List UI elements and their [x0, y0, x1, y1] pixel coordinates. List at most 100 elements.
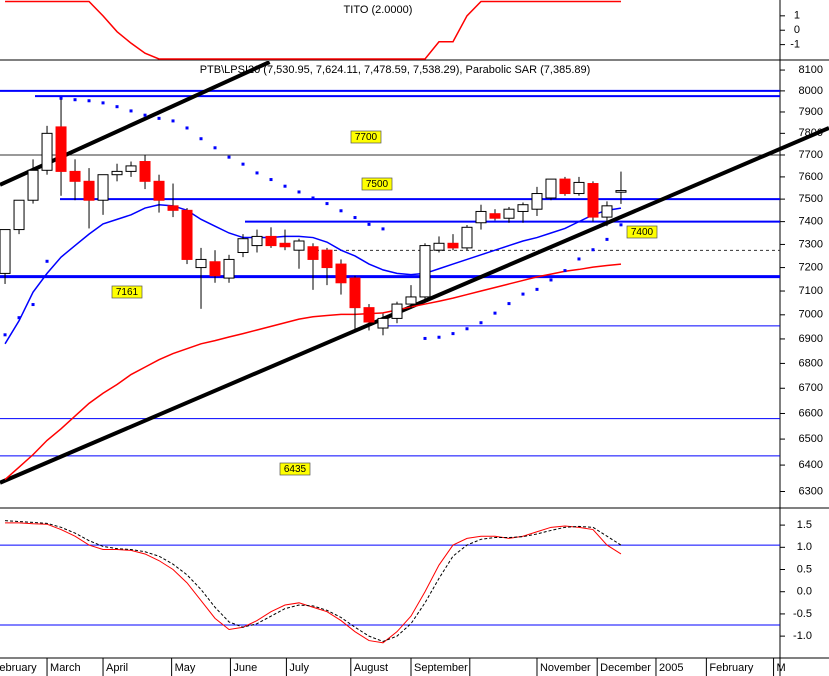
sar-dot [129, 109, 133, 113]
y-tick-label: 8000 [799, 85, 823, 97]
moving-average [4, 263, 622, 481]
oscillator-line [5, 522, 622, 644]
candle-body [55, 126, 67, 172]
sar-dot [339, 209, 343, 213]
candle-body [83, 180, 95, 201]
y-tick-label: -1.0 [793, 630, 812, 642]
x-tick-label: June [233, 662, 257, 674]
sar-dot [535, 287, 539, 291]
x-tick-label: May [175, 662, 196, 674]
candle-body [195, 258, 207, 269]
candle-body [335, 263, 347, 284]
candle-body [153, 180, 165, 201]
x-tick-label: M [777, 662, 786, 674]
annotation-label: 7400 [631, 227, 654, 238]
candle-body [307, 246, 319, 260]
candle-body [601, 205, 613, 218]
sar-dot [269, 178, 273, 182]
x-tick-label: April [106, 662, 128, 674]
moving-average [4, 203, 622, 345]
y-tick-label: 7100 [799, 285, 823, 297]
candle-body [503, 208, 515, 219]
sar-dot [185, 126, 189, 130]
y-tick-label: 7500 [799, 193, 823, 205]
candle-body [517, 204, 529, 212]
y-tick-label: 7300 [799, 238, 823, 250]
sar-dot [157, 116, 161, 120]
sar-dot [297, 190, 301, 194]
candle-body [97, 174, 109, 201]
y-tick-label: 8100 [799, 64, 823, 76]
candle-body [223, 258, 235, 279]
y-tick-label: 6300 [799, 485, 823, 497]
y-tick-label: 6600 [799, 407, 823, 419]
candle-body [489, 213, 501, 219]
y-tick-label: 6400 [799, 459, 823, 471]
sar-dot [283, 184, 287, 188]
y-tick-label: 7000 [799, 309, 823, 321]
sar-dot [241, 162, 245, 166]
annotation-label: 7500 [366, 179, 389, 190]
x-tick-label: March [50, 662, 81, 674]
sar-dot [451, 332, 455, 336]
y-tick-label: 7700 [799, 149, 823, 161]
candle-body [377, 317, 389, 329]
sar-dot [577, 257, 581, 261]
sar-dot [143, 113, 147, 117]
sar-dot [507, 302, 511, 306]
candle-body [433, 242, 445, 251]
candle-body [419, 245, 431, 298]
candle-body [321, 249, 333, 269]
candle-body [363, 307, 375, 323]
candle-body [391, 303, 403, 319]
oscillator-line [5, 520, 622, 642]
y-tick-label: 1.5 [797, 519, 812, 531]
candle-body [293, 240, 305, 251]
y-tick-label: 0.5 [797, 563, 812, 575]
candle-body [531, 193, 543, 210]
sar-dot [59, 96, 63, 100]
x-tick-label: July [289, 662, 309, 674]
x-tick-label: February [709, 662, 754, 674]
annotation-box [350, 130, 382, 144]
candle-body [461, 226, 473, 249]
sar-dot [45, 259, 49, 263]
sar-dot [563, 269, 567, 273]
candle-body [587, 183, 599, 218]
sar-dot [479, 321, 483, 325]
annotation-box [279, 462, 311, 476]
candle-body [251, 235, 263, 247]
annotation-box [626, 225, 658, 239]
plot-area [0, 61, 829, 485]
y-tick-label: -0.5 [793, 608, 812, 620]
candle-body [69, 170, 81, 182]
annotation-label: 6435 [284, 464, 307, 475]
indicator-line [5, 0, 621, 60]
candle-body [181, 209, 193, 260]
sar-dot [353, 216, 357, 220]
y-tick-label: 7900 [799, 106, 823, 118]
candle-body [265, 235, 277, 247]
plot-area [5, 0, 621, 60]
sar-dot [17, 316, 21, 320]
candle-body [209, 261, 221, 277]
candle-body [559, 178, 571, 195]
x-tick-label: February [0, 662, 37, 674]
x-tick-label: September [414, 662, 468, 674]
annotation-box [361, 177, 393, 191]
candle-body [13, 199, 25, 231]
y-tick-label: 6500 [799, 433, 823, 445]
candle-body [615, 190, 627, 193]
sar-dot [311, 196, 315, 200]
y-tick-label: 0.0 [797, 586, 812, 598]
candle-body [279, 242, 291, 248]
x-tick-label: 2005 [659, 662, 683, 674]
sar-dot [199, 137, 203, 141]
indicator-title: TITO (2.0000) [344, 4, 413, 16]
x-tick-label: November [540, 662, 591, 674]
sar-dot [521, 292, 525, 296]
candle-body [447, 242, 459, 249]
sar-dot [619, 223, 623, 227]
sar-dot [73, 98, 77, 102]
